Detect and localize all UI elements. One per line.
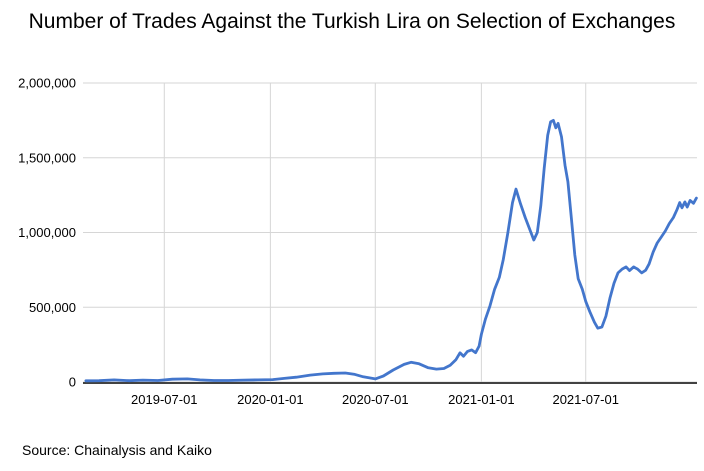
x-tick-label: 2021-01-01 (448, 392, 515, 407)
x-tick-label: 2020-01-01 (237, 392, 304, 407)
y-tick-label: 0 (69, 375, 76, 390)
chart-title: Number of Trades Against the Turkish Lir… (0, 8, 704, 35)
y-tick-label: 2,000,000 (18, 76, 76, 91)
y-tick-label: 1,500,000 (18, 150, 76, 165)
x-tick-label: 2021-07-01 (552, 392, 619, 407)
trades-line (84, 119, 698, 383)
chart-title-text: Number of Trades Against the Turkish Lir… (28, 10, 676, 33)
x-tick-label: 2020-07-01 (342, 392, 409, 407)
x-tick-label: 2019-07-01 (131, 392, 198, 407)
y-tick-label: 1,000,000 (18, 225, 76, 240)
y-tick-label: 500,000 (29, 300, 76, 315)
source-note: Source: Chainalysis and Kaiko (22, 442, 212, 458)
